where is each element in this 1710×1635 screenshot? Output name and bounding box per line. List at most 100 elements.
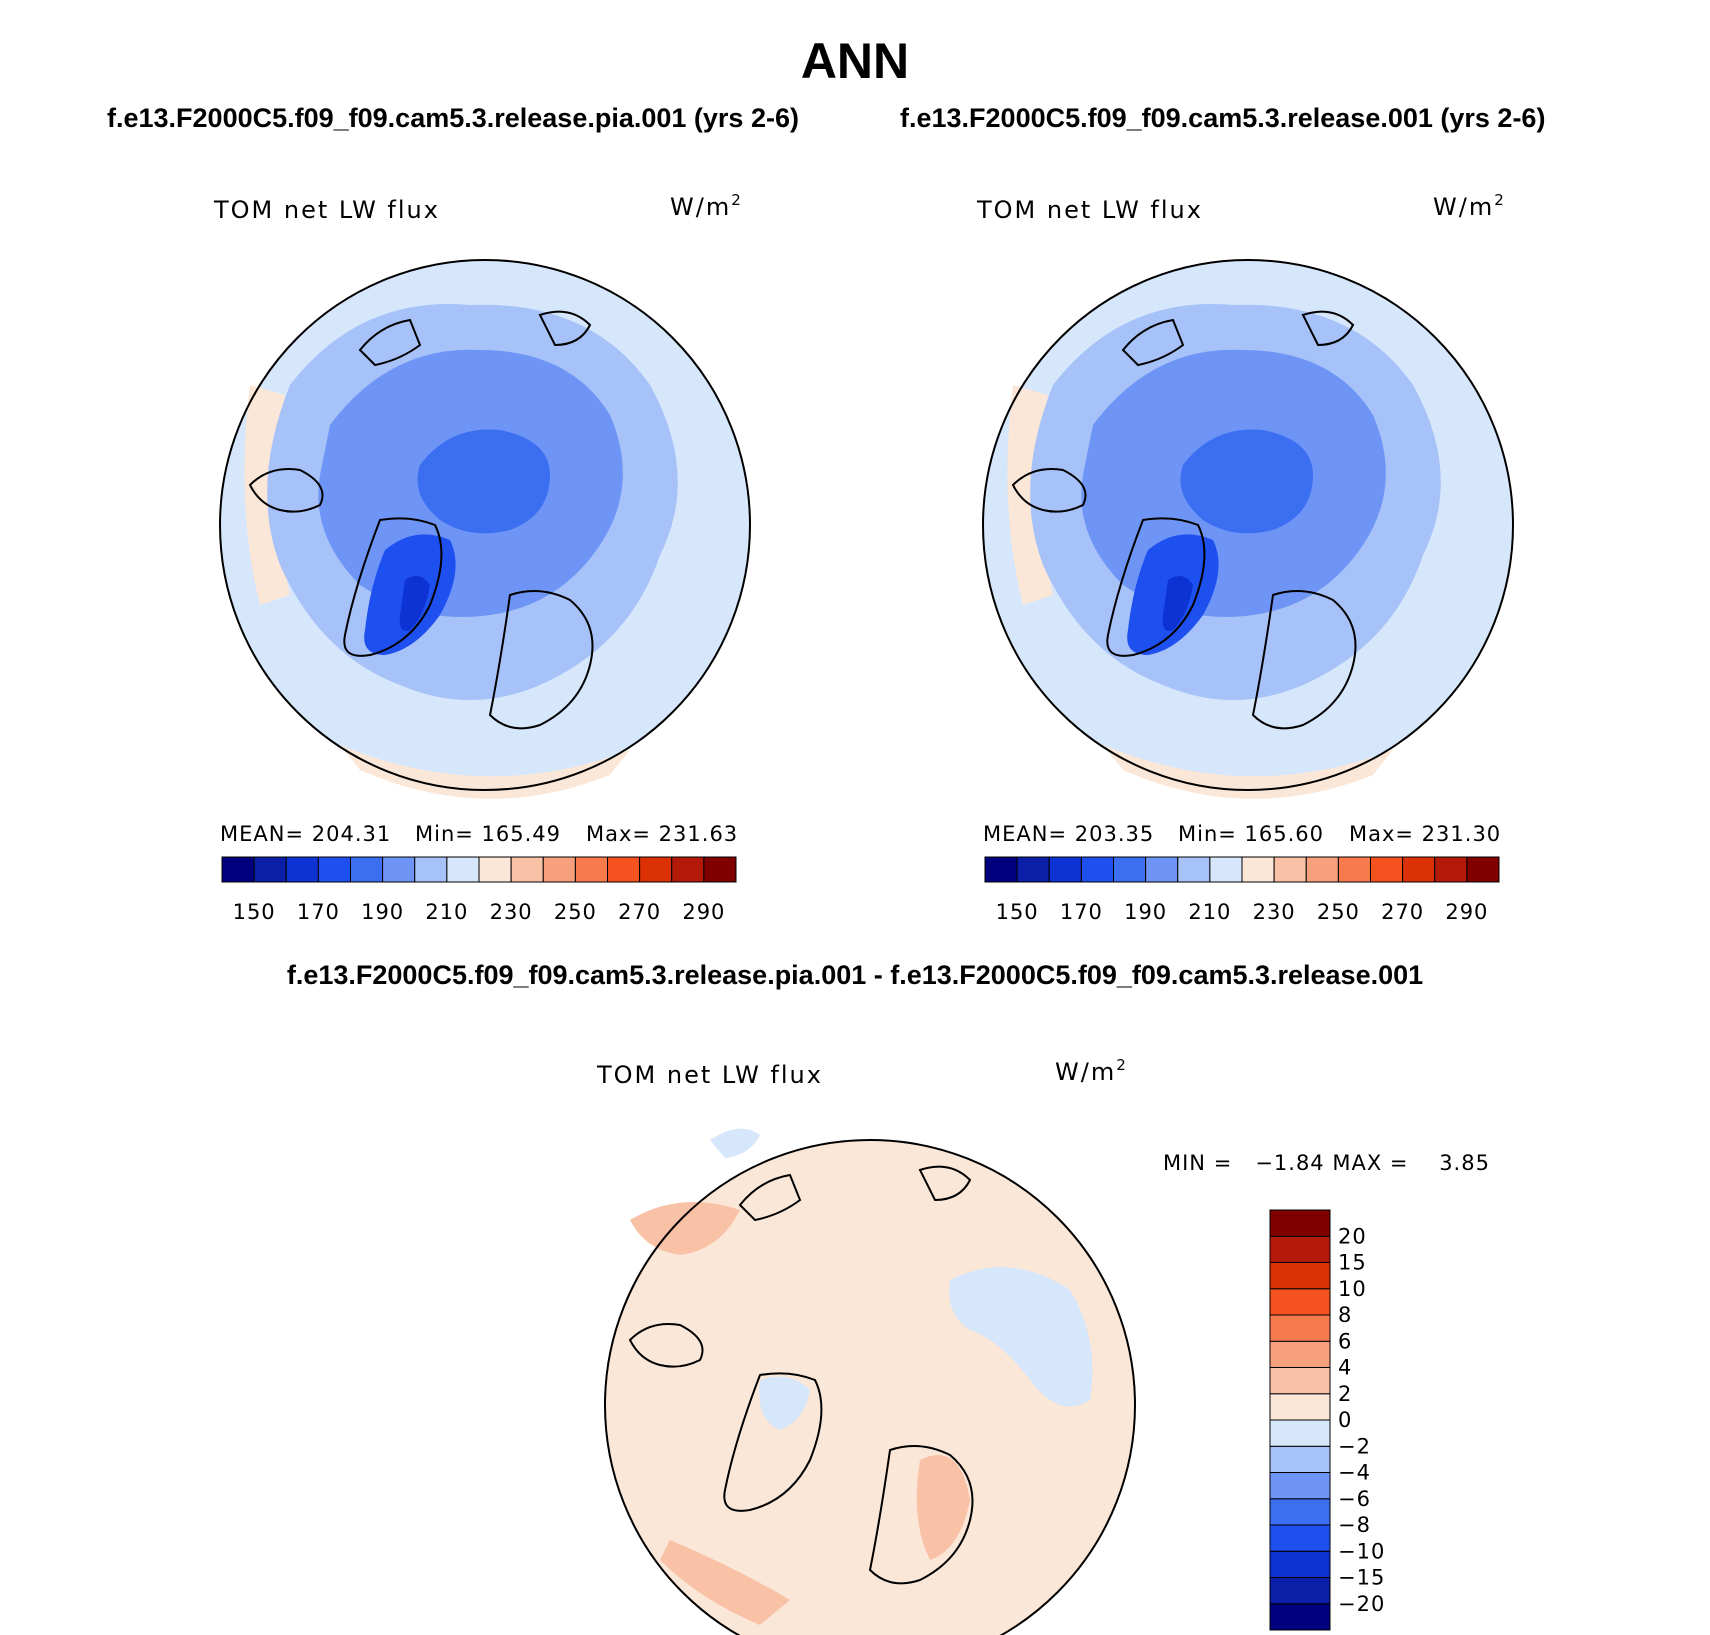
colorbar-segment xyxy=(1080,856,1114,883)
colorbar-segment xyxy=(1048,856,1082,883)
colorbar-tick-label: 270 xyxy=(1381,900,1424,924)
warm-band-fill xyxy=(340,745,630,799)
warm-band-fill xyxy=(1103,745,1393,799)
min-label: Min= 165.49 xyxy=(415,822,561,846)
colorbar-segment xyxy=(285,856,319,883)
colorbar-segment xyxy=(1241,856,1275,883)
colorbar-segment xyxy=(639,856,673,883)
units-label: W/m2 xyxy=(1433,191,1506,221)
coastline xyxy=(628,1165,974,1585)
colorbar-segment xyxy=(1016,856,1050,883)
colorbar-segment xyxy=(1269,1550,1331,1578)
min-max-label: MIN = −1.84 MAX = 3.85 xyxy=(1163,1151,1490,1175)
colorbar-segment xyxy=(1269,1209,1331,1237)
colorbar-segment xyxy=(984,856,1018,883)
colorbar-segment xyxy=(1269,1472,1331,1500)
map-boundary xyxy=(604,1139,1136,1635)
colorbar-tick-label: 150 xyxy=(996,900,1039,924)
colorbar-segment xyxy=(253,856,287,883)
colorbar-tick-label: 20 xyxy=(1338,1224,1367,1248)
colorbar-tick-label: 190 xyxy=(1124,900,1167,924)
colorbar-tick-label: 10 xyxy=(1338,1277,1367,1301)
units-label: W/m2 xyxy=(1055,1056,1128,1086)
colorbar-segment xyxy=(574,856,608,883)
colorbar-segment xyxy=(1269,1393,1331,1421)
colorbar-segment xyxy=(1269,1577,1331,1605)
colorbar-tick-label: 270 xyxy=(618,900,661,924)
anomaly-fill xyxy=(630,1202,740,1255)
flux-contour-fill xyxy=(417,429,550,534)
colorbar-segment xyxy=(1269,1288,1331,1316)
map-boundary xyxy=(219,259,751,791)
colorbar-segment xyxy=(542,856,576,883)
colorbar-tick-label: 150 xyxy=(233,900,276,924)
colorbar-segment xyxy=(350,856,384,883)
colorbar-tick-label: 230 xyxy=(490,900,533,924)
colorbar-tick-label: −4 xyxy=(1338,1461,1371,1485)
colorbar-tick-label: −6 xyxy=(1338,1487,1371,1511)
coastline xyxy=(248,310,594,730)
flux-contour-fill xyxy=(399,576,430,631)
max-label: Max= 231.63 xyxy=(586,822,738,846)
colorbar-tick-label: 290 xyxy=(1445,900,1488,924)
colorbar-tick-label: 250 xyxy=(1317,900,1360,924)
colorbar-segment xyxy=(1269,1524,1331,1552)
anomaly-fill xyxy=(759,1376,810,1430)
colorbar-segment xyxy=(1273,856,1307,883)
colorbar-tick-label: 230 xyxy=(1253,900,1296,924)
panel-case1: TOM net LW flux W/m2 MEAN= 204.31 Min= 1… xyxy=(210,185,770,925)
flux-contour-fill xyxy=(1180,429,1313,534)
colorbar-tick-label: 0 xyxy=(1338,1408,1352,1432)
panel-difference: TOM net LW flux W/m2 MIN = −1.84 MAX = 3… xyxy=(590,1040,1540,1635)
colorbar-segment xyxy=(1269,1603,1331,1631)
colorbar-tick-label: 250 xyxy=(554,900,597,924)
case1-title: f.e13.F2000C5.f09_f09.cam5.3.release.pia… xyxy=(107,103,799,133)
colorbar-segment xyxy=(1370,856,1404,883)
colorbar-segment xyxy=(1269,1445,1331,1473)
colorbar-tick-label: 190 xyxy=(361,900,404,924)
colorbar-tick-label: 4 xyxy=(1338,1356,1352,1380)
difference-title: f.e13.F2000C5.f09_f09.cam5.3.release.pia… xyxy=(286,960,1424,990)
colorbar-tick-label: 6 xyxy=(1338,1329,1352,1353)
colorbar-segment xyxy=(382,856,416,883)
colorbar-segment xyxy=(221,856,255,883)
colorbar-tick-label: −2 xyxy=(1338,1434,1371,1458)
anomaly-fill xyxy=(949,1267,1093,1407)
colorbar-segment xyxy=(671,856,705,883)
colorbar-segment xyxy=(1269,1314,1331,1342)
colorbar-tick-label: −8 xyxy=(1338,1513,1371,1537)
colorbar-tick-label: 2 xyxy=(1338,1382,1352,1406)
panel-variable-label: TOM net LW flux xyxy=(976,196,1203,224)
colorbar-segment xyxy=(1269,1498,1331,1526)
colorbar-tick-label: −20 xyxy=(1338,1592,1385,1616)
panel-variable-label: TOM net LW flux xyxy=(213,196,440,224)
polar-map xyxy=(219,259,751,799)
colorbar-segment xyxy=(1269,1235,1331,1263)
colorbar-tick-label: −10 xyxy=(1338,1539,1385,1563)
colorbar-segment xyxy=(1337,856,1371,883)
polar-map xyxy=(604,1128,1136,1635)
colorbar-segment xyxy=(1466,856,1500,883)
figure-title: ANN xyxy=(800,33,910,89)
colorbar-segment xyxy=(1113,856,1147,883)
colorbar-segment xyxy=(1269,1419,1331,1447)
colorbar-tick-label: 210 xyxy=(1188,900,1231,924)
colorbar: 150 170 190 210 230 250 270 290 xyxy=(221,856,737,924)
colorbar-segment xyxy=(478,856,512,883)
mean-label: MEAN= 203.35 xyxy=(983,822,1154,846)
colorbar-tick-label: −15 xyxy=(1338,1566,1385,1590)
panel-variable-label: TOM net LW flux xyxy=(596,1061,823,1089)
polar-map xyxy=(982,259,1514,799)
coastline xyxy=(1011,310,1357,730)
colorbar-segment xyxy=(1145,856,1179,883)
colorbar-tick-label: 8 xyxy=(1338,1303,1352,1327)
colorbar-segment xyxy=(1177,856,1211,883)
mean-label: MEAN= 204.31 xyxy=(220,822,391,846)
min-label: Min= 165.60 xyxy=(1178,822,1324,846)
flux-contour-fill xyxy=(1162,576,1193,631)
colorbar-segment xyxy=(1402,856,1436,883)
colorbar-tick-label: 290 xyxy=(682,900,725,924)
anomaly-fill xyxy=(916,1455,970,1560)
colorbar: 150 170 190 210 230 250 270 290 xyxy=(984,856,1500,924)
